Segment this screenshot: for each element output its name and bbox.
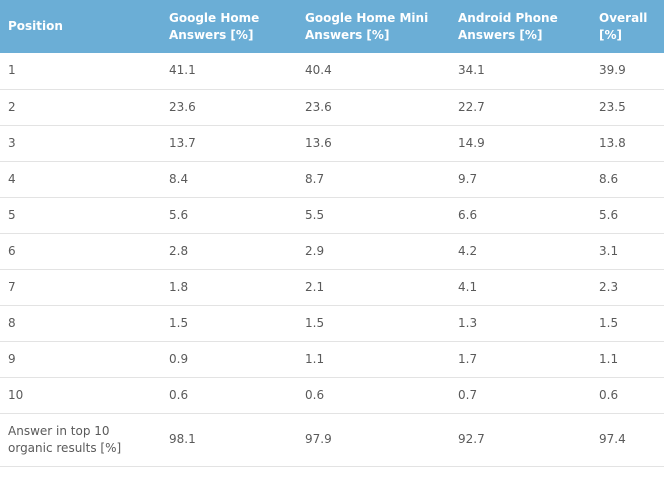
- cell-google-home: 13.7: [169, 135, 196, 150]
- header-overall: Overall [%]: [599, 10, 648, 42]
- cell-google-home-mini: 0.6: [305, 387, 325, 402]
- table-row: 6 2.8 2.9 4.2 3.1: [0, 233, 664, 269]
- cell-position: 4: [8, 171, 16, 186]
- table-row: 3 13.7 13.6 14.9 13.8: [0, 125, 664, 161]
- header-row: Position Google Home Answers [%] Google …: [0, 0, 664, 53]
- cell-google-home: 0.9: [169, 351, 189, 366]
- table-row: 9 0.9 1.1 1.7 1.1: [0, 341, 664, 377]
- cell-overall: 1.1: [599, 351, 619, 366]
- header-position: Position: [8, 19, 63, 33]
- cell-overall: 2.3: [599, 279, 619, 294]
- cell-position: 10: [8, 387, 24, 402]
- table-row: 2 23.6 23.6 22.7 23.5: [0, 89, 664, 125]
- cell-position: 5: [8, 207, 16, 222]
- cell-position: 1: [8, 63, 16, 78]
- cell-android-phone: 0.7: [458, 387, 478, 402]
- cell-google-home-mini: 1.5: [305, 315, 325, 330]
- table-row: 5 5.6 5.5 6.6 5.6: [0, 197, 664, 233]
- cell-google-home: 0.6: [169, 387, 189, 402]
- cell-google-home: 1.8: [169, 279, 189, 294]
- table-row: 8 1.5 1.5 1.3 1.5: [0, 305, 664, 341]
- cell-google-home-mini: 5.5: [305, 207, 325, 222]
- cell-position: 6: [8, 243, 16, 258]
- cell-google-home-mini: 1.1: [305, 351, 325, 366]
- cell-google-home-mini: 40.4: [305, 63, 332, 78]
- cell-position: 2: [8, 99, 16, 114]
- header-google-home-mini: Google Home Mini Answers [%]: [305, 10, 429, 42]
- table-row: 7 1.8 2.1 4.1 2.3: [0, 269, 664, 305]
- cell-overall: 0.6: [599, 387, 619, 402]
- cell-overall: 1.5: [599, 315, 619, 330]
- cell-android-phone: 4.1: [458, 279, 478, 294]
- cell-google-home-mini: 8.7: [305, 171, 325, 186]
- cell-android-phone: 92.7: [458, 432, 485, 446]
- cell-android-phone: 6.6: [458, 207, 478, 222]
- table-row: 4 8.4 8.7 9.7 8.6: [0, 161, 664, 197]
- cell-position: 3: [8, 135, 16, 150]
- cell-google-home-mini: 23.6: [305, 99, 332, 114]
- cell-android-phone: 1.7: [458, 351, 478, 366]
- cell-android-phone: 9.7: [458, 171, 478, 186]
- total-row: Answer in top 10 organic results [%] 98.1…: [0, 413, 664, 466]
- cell-google-home: 98.1: [169, 432, 196, 446]
- cell-android-phone: 22.7: [458, 99, 485, 114]
- cell-google-home: 41.1: [169, 63, 196, 78]
- cell-android-phone: 34.1: [458, 63, 485, 78]
- cell-overall: 8.6: [599, 171, 619, 186]
- cell-google-home: 8.4: [169, 171, 189, 186]
- cell-google-home: 1.5: [169, 315, 189, 330]
- cell-google-home: 5.6: [169, 207, 189, 222]
- table-row: 10 0.6 0.6 0.7 0.6: [0, 377, 664, 413]
- cell-position: 9: [8, 351, 16, 366]
- table-row: 1 41.1 40.4 34.1 39.9: [0, 53, 664, 89]
- table-body: 1 41.1 40.4 34.1 39.9 2 23.6 23.6 22.7 23.5 3 13.7 1…: [0, 53, 664, 466]
- cell-android-phone: 1.3: [458, 315, 478, 330]
- header-android-phone: Android Phone Answers [%]: [458, 10, 558, 42]
- cell-google-home-mini: 97.9: [305, 432, 332, 446]
- cell-android-phone: 4.2: [458, 243, 478, 258]
- cell-overall: 97.4: [599, 432, 626, 446]
- header-google-home: Google Home Answers [%]: [169, 10, 260, 42]
- cell-google-home-mini: 2.9: [305, 243, 325, 258]
- cell-overall: 39.9: [599, 63, 626, 78]
- cell-google-home-mini: 13.6: [305, 135, 332, 150]
- cell-android-phone: 14.9: [458, 135, 485, 150]
- cell-position: 8: [8, 315, 16, 330]
- table-header: Position Google Home Answers [%] Google …: [0, 0, 664, 53]
- cell-google-home: 2.8: [169, 243, 189, 258]
- cell-google-home: 23.6: [169, 99, 196, 114]
- cell-position: 7: [8, 279, 16, 294]
- cell-overall: 13.8: [599, 135, 626, 150]
- cell-overall: 23.5: [599, 99, 626, 114]
- cell-overall: 5.6: [599, 207, 619, 222]
- cell-overall: 3.1: [599, 243, 619, 258]
- data-table: Position Google Home Answers [%] Google …: [0, 0, 664, 466]
- cell-google-home-mini: 2.1: [305, 279, 325, 294]
- cell-position: Answer in top 10 organic results [%]: [8, 423, 122, 455]
